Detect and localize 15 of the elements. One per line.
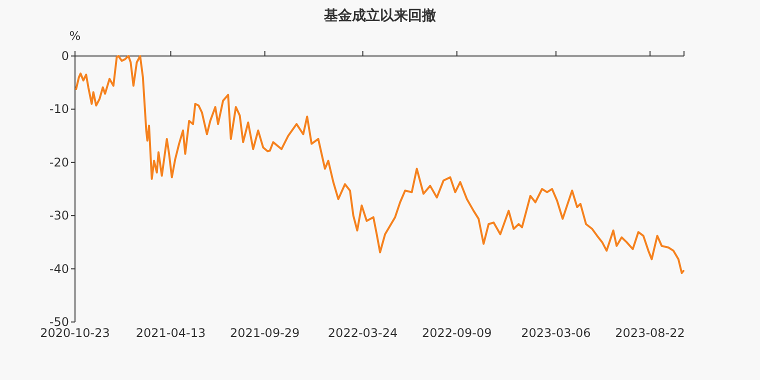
y-tick-label: -20 [49, 155, 69, 170]
y-tick-label: -50 [49, 315, 69, 329]
x-tick-label: 2022-09-09 [422, 326, 492, 340]
x-tick-label: 2021-09-29 [230, 326, 300, 340]
y-tick-label: -30 [49, 208, 69, 223]
x-tick-label: 2023-08-22 [615, 326, 685, 340]
x-tick-label: 2023-03-06 [521, 326, 591, 340]
y-axis-title: % [69, 29, 81, 43]
x-tick-label: 2022-03-24 [328, 326, 398, 340]
chart-title: 基金成立以来回撤 [323, 7, 436, 24]
x-tick-label: 2020-10-23 [40, 326, 110, 340]
y-tick-label: -40 [49, 262, 69, 276]
y-tick-label: -10 [49, 102, 69, 116]
y-tick-label: 0 [61, 49, 69, 63]
x-tick-label: 2021-04-13 [136, 326, 206, 340]
